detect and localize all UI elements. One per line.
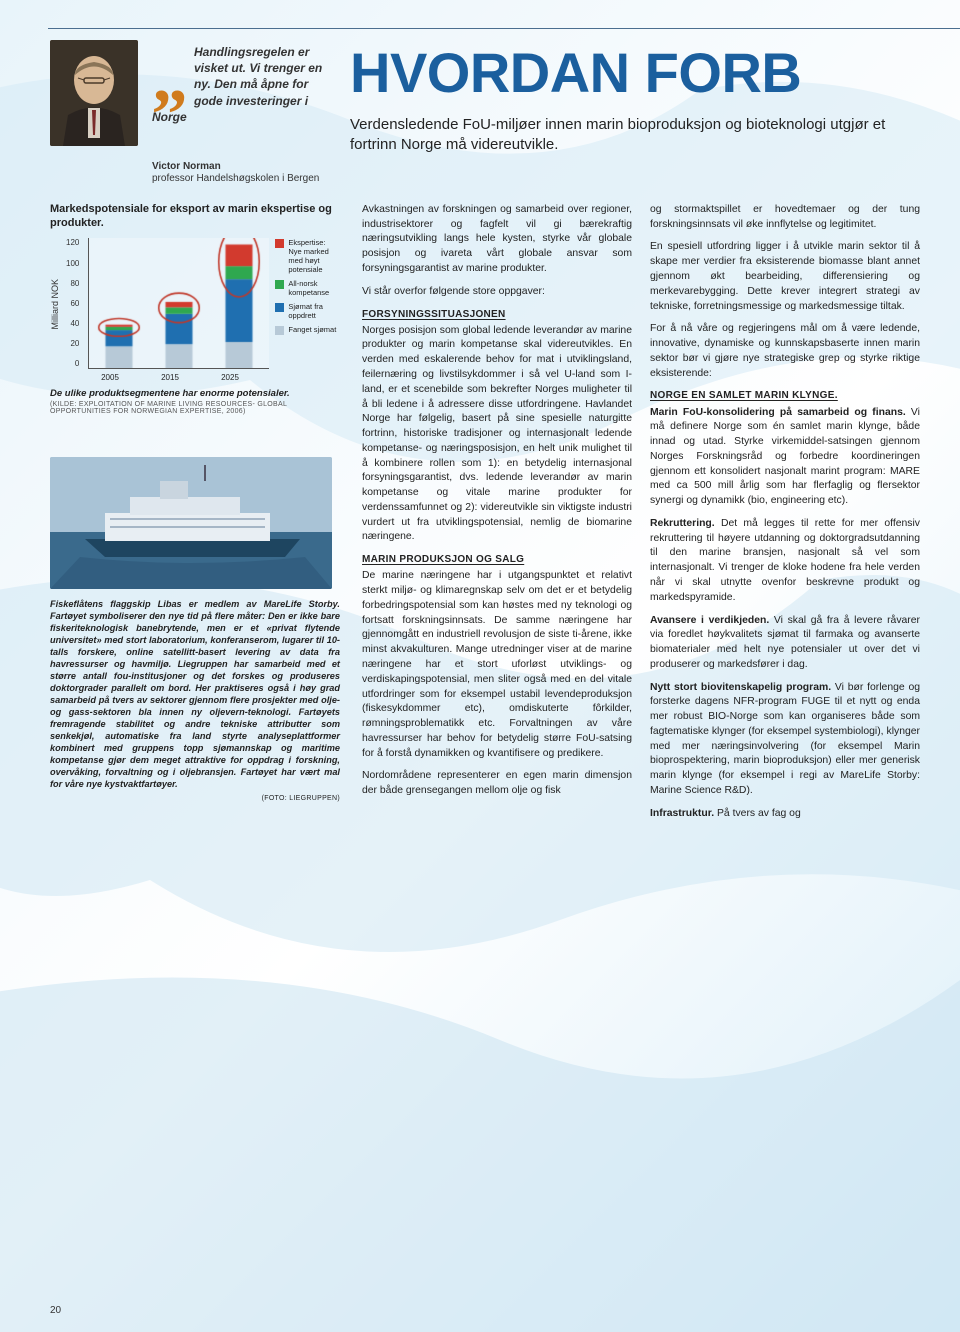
top-row: „ Handlingsregelen er visket ut. Vi tren…: [50, 40, 920, 185]
article-body: Avkastningen av forskningen og samarbeid…: [362, 203, 920, 822]
quote-author-role: professor Handelshøgskolen i Bergen: [152, 173, 319, 184]
ship-photo: [50, 457, 332, 589]
main-columns: Markedspotensiale for eksport av marin e…: [50, 203, 920, 822]
quote-mark-icon: „: [152, 56, 188, 99]
quote-author-name: Victor Norman: [152, 161, 330, 173]
run-in: Infrastruktur.: [650, 808, 714, 819]
section-heading: MARIN PRODUKSJON OG SALG: [362, 553, 632, 567]
magazine-page: „ Handlingsregelen er visket ut. Vi tren…: [0, 0, 960, 1332]
ship-caption: Fiskeflåtens flaggskip Libas er medlem a…: [50, 599, 340, 790]
ship-photo-credit: (FOTO: LIEGRUPPEN): [50, 795, 340, 802]
run-in: Nytt stort biovitenskapelig program.: [650, 682, 831, 693]
body-para: Avkastningen av forskningen og samarbeid…: [362, 203, 632, 277]
body-para: Nytt stort biovitenskapelig program. Vi …: [650, 681, 920, 799]
body-para: Infrastruktur. På tvers av fag og: [650, 807, 920, 822]
chart-canvas: [88, 238, 269, 369]
body-para: og stormaktspillet er hovedtemaer og der…: [650, 203, 920, 233]
run-in: Rekruttering.: [650, 518, 715, 529]
headline-block: HVORDAN FORB Verdensledende FoU-miljøer …: [350, 40, 920, 156]
quote-block: „ Handlingsregelen er visket ut. Vi tren…: [50, 40, 330, 185]
left-sidebar: Markedspotensiale for eksport av marin e…: [50, 203, 340, 822]
body-para: Norges posisjon som global ledende lever…: [362, 324, 632, 545]
body-para: Vi står overfor følgende store oppgaver:: [362, 285, 632, 300]
chart-title: Markedspotensiale for eksport av marin e…: [50, 203, 340, 231]
chart-caption: De ulike produktsegmentene har enorme po…: [50, 388, 340, 399]
page-number: 20: [50, 1305, 61, 1316]
chart-y-ticks: 020406080100120: [66, 238, 82, 368]
body-para: Marin FoU-konsolidering på samarbeid og …: [650, 406, 920, 509]
run-in: Marin FoU-konsolidering på samarbeid og …: [650, 407, 906, 418]
chart-y-label: Milliard NOK: [50, 279, 60, 330]
article-headline: HVORDAN FORB: [350, 40, 920, 105]
chart-legend: Ekspertise: Nye marked med høyt potensia…: [275, 238, 340, 369]
author-portrait: [50, 40, 138, 146]
bar-chart: Milliard NOK 020406080100120 Ekspertise:…: [50, 238, 340, 369]
run-in: Avansere i verdikjeden.: [650, 615, 769, 626]
body-para: De marine næringene har i utgangspunktet…: [362, 569, 632, 761]
chart-x-ticks: 200520152025: [80, 373, 260, 382]
body-para: En spesiell utfordring ligger i å utvikl…: [650, 240, 920, 314]
section-heading: NORGE EN SAMLET MARIN KLYNGE.: [650, 389, 920, 403]
body-para: Avansere i verdikjeden. Vi skal gå fra å…: [650, 614, 920, 673]
section-heading: FORSYNINGSSITUASJONEN: [362, 308, 632, 322]
body-para: Nordområdene representerer en egen marin…: [362, 769, 632, 799]
body-para: For å nå våre og regjeringens mål om å v…: [650, 322, 920, 381]
body-para: Rekruttering. Det må legges til rette fo…: [650, 517, 920, 606]
article-subhead: Verdensledende FoU-miljøer innen marin b…: [350, 115, 920, 156]
quote-credit: Victor Norman professor Handelshøgskolen…: [152, 161, 330, 185]
chart-source: (KILDE: EXPLOITATION OF MARINE LIVING RE…: [50, 401, 340, 415]
